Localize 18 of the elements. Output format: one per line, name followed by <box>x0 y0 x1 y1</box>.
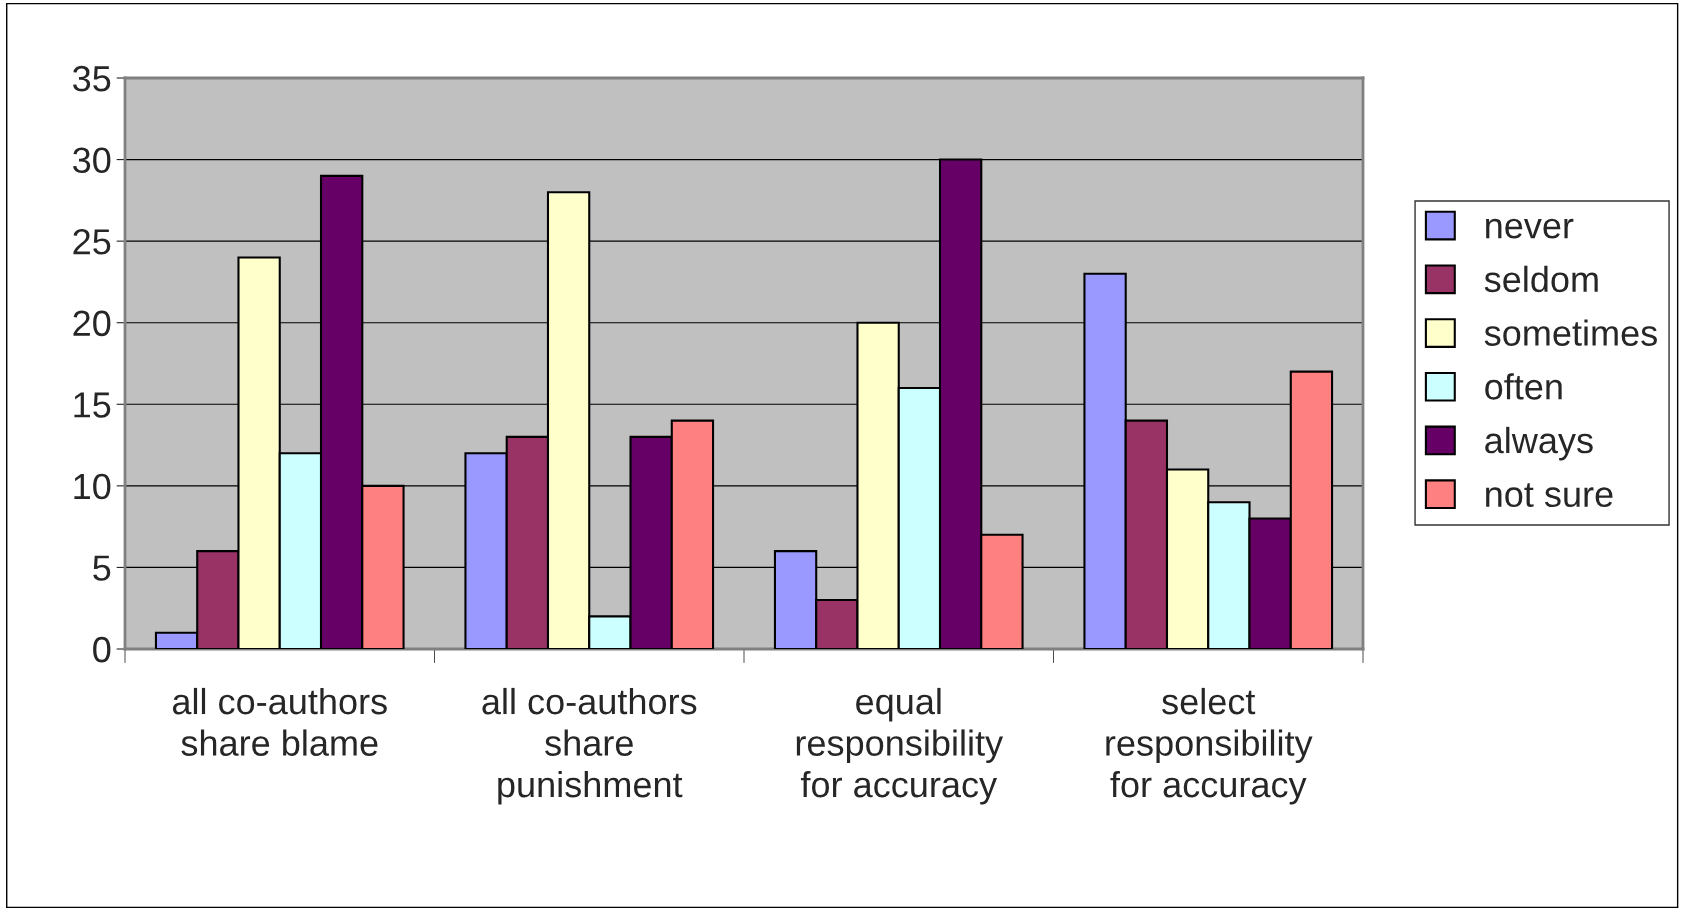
legend-label: seldom <box>1484 265 1598 293</box>
legend-label: not sure <box>1486 483 1613 508</box>
y-tick-label: 20 <box>73 310 111 337</box>
legend-label: never <box>1486 218 1574 239</box>
y-tick-label: 15 <box>74 392 111 418</box>
y-tick-label: 35 <box>73 65 111 92</box>
y-tick-label: 5 <box>93 555 111 581</box>
y-tick-label: 30 <box>73 147 111 174</box>
x-tick-label: all co-authors share punishment <box>482 687 697 805</box>
y-tick-label: 25 <box>73 229 111 255</box>
y-tick-label: 0 <box>93 636 111 663</box>
y-tick-label: 10 <box>74 473 111 500</box>
legend-label: always <box>1485 426 1593 461</box>
legend-label: often <box>1485 373 1562 400</box>
x-tick-label: all co-authors share blame <box>172 687 387 756</box>
legend-label: sometimes <box>1484 319 1657 346</box>
x-tick-label: equal responsibility for accuracy <box>796 687 1004 805</box>
x-tick-label: select responsibility for accuracy <box>1106 687 1313 805</box>
